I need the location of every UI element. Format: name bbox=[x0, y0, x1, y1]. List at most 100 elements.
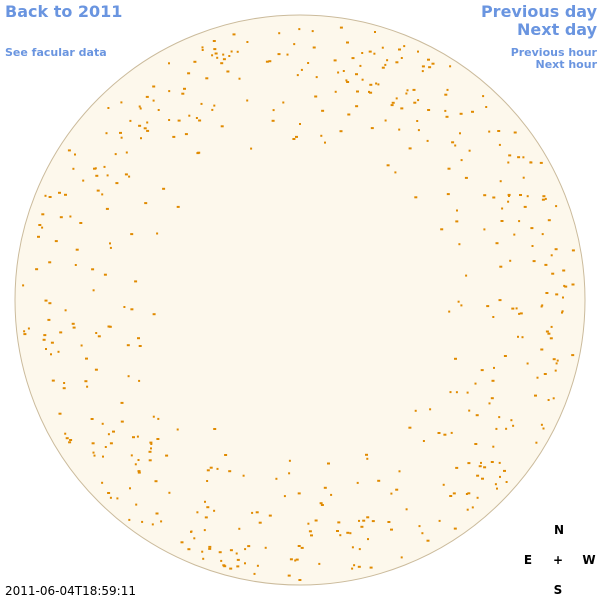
facula bbox=[342, 70, 345, 72]
facula bbox=[150, 443, 153, 445]
facula bbox=[542, 195, 546, 198]
facula bbox=[152, 415, 155, 418]
facula bbox=[137, 337, 140, 340]
facula bbox=[337, 521, 341, 524]
facula bbox=[195, 117, 198, 119]
facula bbox=[498, 143, 501, 146]
facular-link[interactable]: See facular data bbox=[5, 46, 107, 59]
facula bbox=[41, 213, 45, 216]
facula bbox=[307, 522, 310, 525]
facula bbox=[202, 557, 205, 560]
facula bbox=[511, 307, 515, 310]
facula bbox=[437, 432, 441, 434]
facula bbox=[228, 55, 231, 57]
facula bbox=[41, 226, 44, 229]
facula bbox=[229, 549, 233, 552]
facula bbox=[193, 537, 196, 540]
facula bbox=[48, 302, 52, 305]
facula bbox=[298, 579, 302, 581]
facula bbox=[346, 81, 350, 83]
facula bbox=[220, 62, 224, 65]
facula bbox=[554, 248, 558, 251]
facula bbox=[235, 552, 238, 555]
facula bbox=[68, 441, 72, 444]
facula bbox=[507, 200, 510, 203]
facula bbox=[455, 391, 458, 394]
facula bbox=[128, 518, 131, 521]
facula bbox=[371, 520, 375, 523]
facula bbox=[206, 506, 210, 509]
facula bbox=[51, 379, 55, 382]
facula bbox=[154, 480, 158, 483]
facula bbox=[94, 368, 98, 371]
facula bbox=[422, 440, 425, 442]
facula bbox=[522, 176, 525, 179]
facula bbox=[120, 420, 124, 423]
facula bbox=[483, 228, 486, 231]
facula bbox=[438, 519, 441, 522]
back-link[interactable]: Back to 2011 bbox=[5, 2, 122, 21]
facula bbox=[300, 68, 303, 71]
facula bbox=[256, 564, 259, 567]
facula bbox=[205, 77, 209, 80]
previous-hour-link[interactable]: Previous hour bbox=[511, 46, 598, 59]
facula bbox=[526, 362, 529, 365]
facula bbox=[561, 310, 564, 313]
facula bbox=[339, 130, 343, 133]
facula bbox=[443, 433, 447, 436]
facula bbox=[518, 312, 521, 315]
facula bbox=[69, 215, 72, 218]
facula bbox=[452, 492, 456, 495]
facula bbox=[460, 159, 463, 162]
facula bbox=[58, 412, 62, 415]
facula bbox=[451, 141, 455, 144]
next-day-link[interactable]: Next day bbox=[517, 20, 598, 39]
facula bbox=[143, 127, 147, 130]
facula bbox=[64, 309, 67, 312]
facula bbox=[150, 447, 152, 450]
facula bbox=[35, 268, 39, 271]
facula bbox=[492, 445, 495, 448]
facula bbox=[268, 60, 272, 63]
facula bbox=[498, 416, 501, 419]
facula bbox=[405, 92, 408, 95]
facula bbox=[346, 41, 349, 44]
previous-day-link[interactable]: Previous day bbox=[481, 2, 598, 21]
facula bbox=[490, 461, 494, 463]
facula bbox=[426, 539, 430, 542]
facula bbox=[172, 135, 176, 138]
facula bbox=[357, 565, 361, 568]
facula bbox=[146, 121, 149, 124]
facula bbox=[288, 459, 291, 462]
facula bbox=[544, 197, 547, 200]
facula bbox=[458, 243, 461, 246]
facula bbox=[519, 194, 522, 196]
facula bbox=[395, 488, 399, 491]
facula bbox=[138, 105, 141, 108]
facula bbox=[187, 72, 191, 75]
facula bbox=[120, 401, 124, 404]
facula bbox=[134, 280, 138, 283]
facula bbox=[562, 269, 566, 272]
facula bbox=[258, 521, 262, 524]
facula bbox=[499, 265, 503, 268]
facula bbox=[483, 466, 487, 469]
facula bbox=[103, 165, 106, 168]
facula bbox=[255, 511, 259, 514]
facula bbox=[315, 76, 318, 79]
facula bbox=[162, 187, 166, 190]
facula bbox=[398, 128, 401, 131]
facula bbox=[220, 125, 224, 128]
facula bbox=[541, 198, 545, 201]
facula bbox=[459, 112, 463, 115]
facula bbox=[211, 108, 214, 111]
facula bbox=[324, 141, 326, 144]
facula bbox=[224, 454, 228, 456]
facula bbox=[296, 74, 299, 77]
facula bbox=[271, 119, 275, 122]
facula bbox=[545, 292, 549, 294]
facula bbox=[157, 417, 160, 420]
facula bbox=[459, 132, 461, 135]
facula bbox=[522, 156, 525, 159]
next-hour-link[interactable]: Next hour bbox=[536, 58, 598, 71]
